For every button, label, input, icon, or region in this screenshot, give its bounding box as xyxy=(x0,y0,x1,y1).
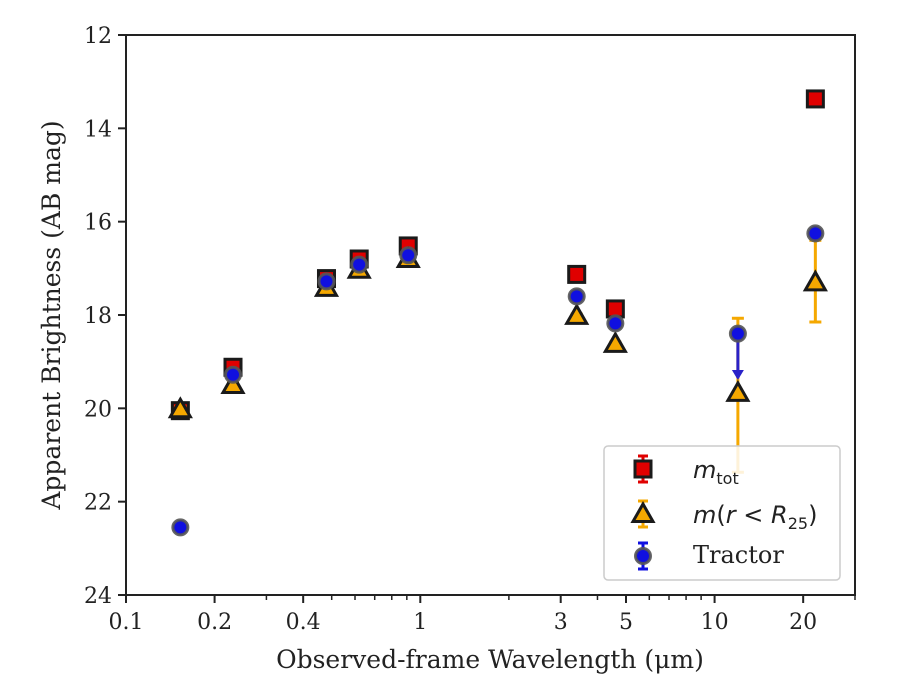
legend-box xyxy=(603,445,841,581)
x-tick-label: 0.1 xyxy=(109,610,144,635)
legend-label: mtot xyxy=(693,456,739,488)
x-tick-label: 1 xyxy=(413,610,427,635)
data-marks xyxy=(167,89,828,537)
y-axis-label: Apparent Brightness (AB mag) xyxy=(37,120,66,510)
data-point xyxy=(567,264,587,284)
data-point xyxy=(350,255,369,274)
upper-limit-arrow xyxy=(731,370,744,380)
legend-label: m(r < R25) xyxy=(693,501,817,533)
data-point xyxy=(564,302,590,325)
y-tick-label: 18 xyxy=(84,304,112,329)
data-point xyxy=(728,324,747,343)
y-tick-label: 20 xyxy=(84,397,112,422)
x-tick-label: 20 xyxy=(789,610,817,635)
data-point xyxy=(171,518,190,537)
data-point xyxy=(802,269,828,292)
y-tick-label: 22 xyxy=(84,491,112,516)
x-axis-label: Observed-frame Wavelength (μm) xyxy=(276,645,704,674)
data-point xyxy=(224,365,243,384)
legend-marker xyxy=(630,500,656,523)
data-point xyxy=(606,314,625,333)
y-tick-label: 24 xyxy=(84,584,112,609)
data-point xyxy=(567,287,586,306)
x-tick-label: 0.2 xyxy=(197,610,232,635)
y-tick-label: 16 xyxy=(84,211,112,236)
data-point xyxy=(806,224,825,243)
legend-label: Tractor xyxy=(693,541,784,569)
x-tick-label: 5 xyxy=(619,610,633,635)
data-point xyxy=(317,272,336,291)
legend-marker xyxy=(634,547,652,565)
series-circle xyxy=(171,224,825,537)
legend: mtot m(r < R25) Tractor xyxy=(603,445,841,581)
data-point xyxy=(725,379,751,402)
x-tick-label: 10 xyxy=(701,610,729,635)
y-tick-label: 14 xyxy=(84,117,112,142)
y-tick-label: 12 xyxy=(84,24,112,49)
x-tick-label: 0.4 xyxy=(286,610,321,635)
data-point xyxy=(602,330,628,353)
legend-marker xyxy=(633,459,653,479)
axis-ticks: 12 14 16 18 20 22 240.1 0.2 0.4 1 3 5 10 20 xyxy=(84,24,856,635)
data-point xyxy=(167,396,193,419)
data-point xyxy=(220,371,246,394)
x-tick-label: 3 xyxy=(554,610,568,635)
data-point xyxy=(805,89,825,109)
data-point xyxy=(399,246,418,265)
